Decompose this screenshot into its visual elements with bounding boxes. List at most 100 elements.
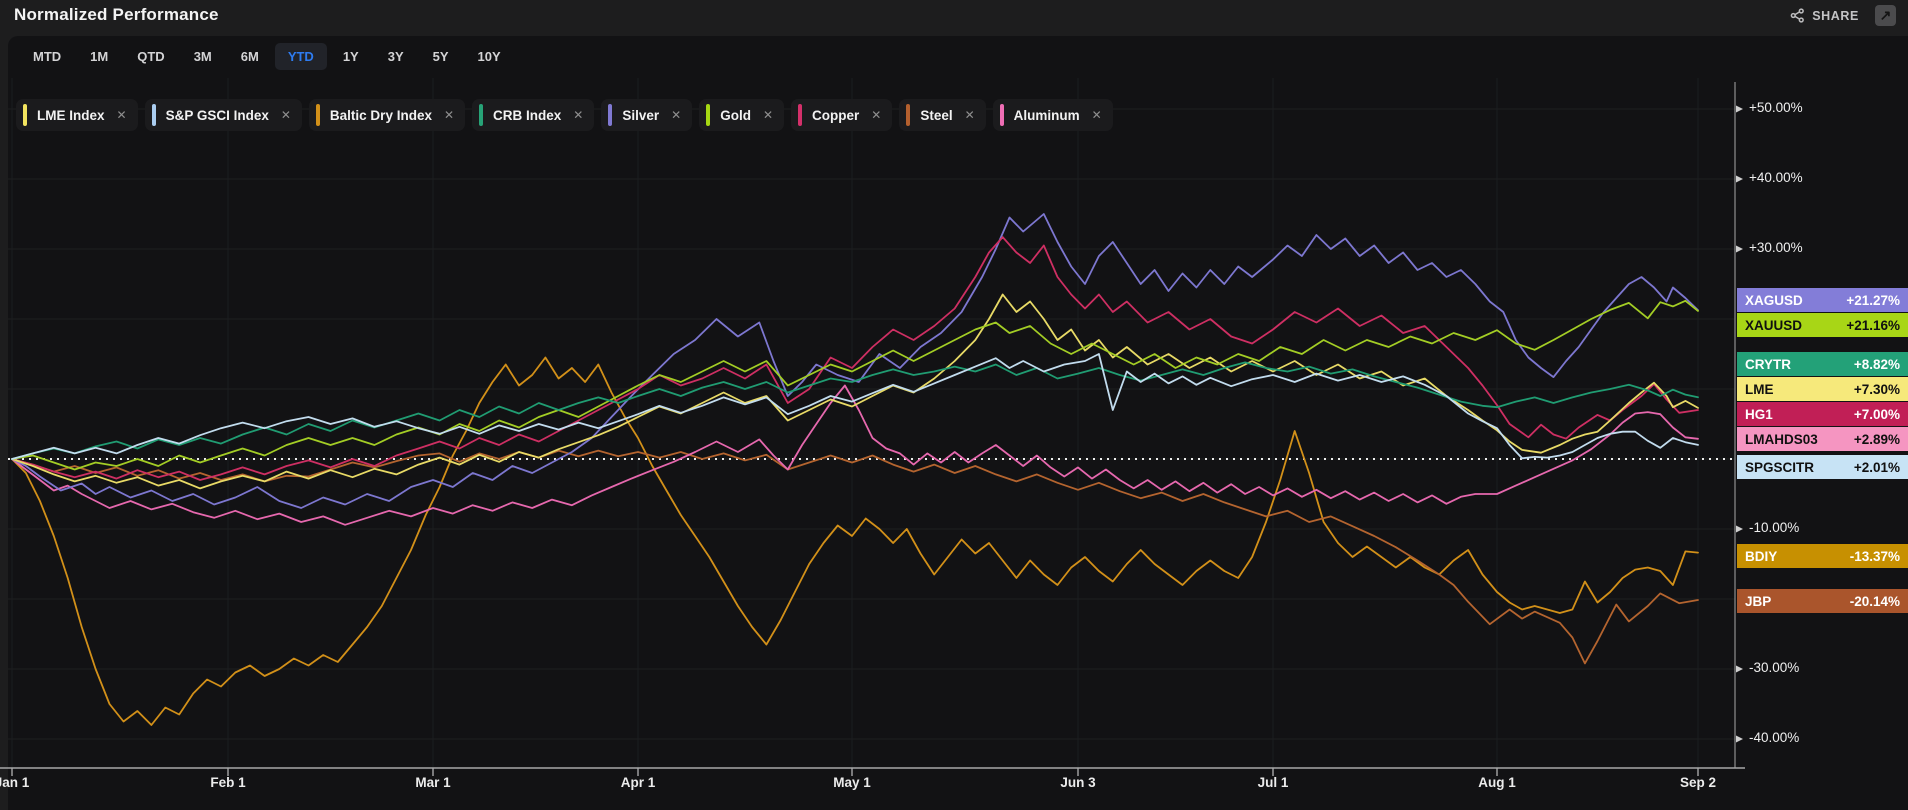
x-axis-label: Aug 1	[1478, 775, 1516, 790]
badge-value: +21.27%	[1846, 292, 1900, 308]
y-tick-arrow	[1736, 525, 1743, 533]
perf-badge-lmahds03: LMAHDS03 +2.89%	[1737, 427, 1908, 451]
y-axis-label: -30.00%	[1749, 660, 1800, 675]
series-color-bar	[315, 104, 320, 126]
series-line-LME	[11, 293, 1699, 490]
x-axis-label: Sep 2	[1679, 775, 1717, 790]
legend-chip-gold[interactable]: Gold ✕	[699, 99, 785, 131]
y-axis-label: -40.00%	[1749, 730, 1800, 745]
badge-ticker: XAGUSD	[1745, 292, 1803, 308]
series-line-XAGUSD	[11, 213, 1699, 509]
x-axis-label: Jun 3	[1060, 775, 1096, 790]
close-icon[interactable]: ✕	[871, 108, 882, 122]
series-line-XAUUSD	[11, 299, 1699, 471]
series-line-BDIY	[11, 356, 1699, 726]
series-color-bar	[608, 104, 613, 126]
tab-ytd[interactable]: YTD	[274, 42, 327, 70]
y-tick-arrow	[1736, 245, 1743, 253]
close-icon[interactable]: ✕	[671, 108, 682, 122]
x-axis-label: Mar 1	[415, 775, 451, 790]
tab-qtd[interactable]: QTD	[137, 48, 165, 64]
tab-1y[interactable]: 1Y	[342, 48, 359, 64]
legend-chip-label: S&P GSCI Index	[165, 107, 269, 123]
close-icon[interactable]: ✕	[964, 108, 975, 122]
tab-3m[interactable]: 3M	[193, 48, 212, 64]
tab-1m[interactable]: 1M	[90, 48, 109, 64]
close-icon[interactable]: ✕	[573, 108, 584, 122]
badge-value: +7.30%	[1853, 381, 1900, 397]
badge-ticker: LMAHDS03	[1745, 431, 1818, 447]
badge-ticker: HG1	[1745, 406, 1773, 422]
legend-chip-copper[interactable]: Copper ✕	[791, 99, 893, 131]
legend-chip-lme-index[interactable]: LME Index ✕	[16, 99, 138, 131]
legend-chip-aluminum[interactable]: Aluminum ✕	[992, 99, 1113, 131]
legend-chip-label: Baltic Dry Index	[329, 107, 432, 123]
badge-value: +21.16%	[1846, 317, 1900, 333]
legend-chip-label: Aluminum	[1013, 107, 1080, 123]
close-icon[interactable]: ✕	[762, 108, 774, 122]
series-line-HG1	[11, 236, 1699, 481]
legend-chip-s-p-gsci-index[interactable]: S&P GSCI Index ✕	[144, 99, 302, 131]
badge-value: +8.82%	[1853, 356, 1900, 372]
series-color-bar	[479, 104, 484, 126]
tab-3y[interactable]: 3Y	[387, 48, 404, 64]
close-icon[interactable]: ✕	[1091, 108, 1102, 122]
y-tick-arrow	[1736, 665, 1743, 673]
tab-10y[interactable]: 10Y	[477, 48, 501, 64]
x-axis-label: May 1	[833, 775, 871, 790]
badge-ticker: CRYTR	[1745, 356, 1791, 372]
share-label: SHARE	[1812, 8, 1859, 23]
series-color-bar	[706, 104, 711, 126]
badge-ticker: BDIY	[1745, 548, 1778, 564]
perf-badge-bdiy: BDIY -13.37%	[1737, 544, 1908, 568]
legend: LME Index ✕ S&P GSCI Index ✕ Baltic Dry Inde…	[16, 99, 1113, 131]
popout-button[interactable]: ↗	[1875, 5, 1896, 26]
series-color-bar	[798, 104, 803, 126]
share-button[interactable]: SHARE	[1790, 8, 1859, 23]
badge-value: -20.14%	[1849, 593, 1900, 609]
close-icon[interactable]: ✕	[443, 108, 455, 122]
y-axis-label: +30.00%	[1749, 240, 1803, 255]
range-tabbar: MTD 1M QTD 3M 6M YTD 1Y 3Y 5Y 10Y	[8, 36, 514, 76]
perf-badge-lme: LME +7.30%	[1737, 377, 1908, 401]
badge-ticker: SPGSCITR	[1745, 459, 1815, 475]
close-icon[interactable]: ✕	[280, 108, 291, 122]
badge-value: +2.89%	[1853, 431, 1900, 447]
badge-ticker: LME	[1745, 381, 1774, 397]
y-tick-arrow	[1736, 105, 1743, 113]
legend-chip-label: Steel	[920, 107, 953, 123]
x-axis-label: Apr 1	[620, 775, 656, 790]
legend-chip-label: LME Index	[37, 107, 105, 123]
x-axis-label: Jan 1	[0, 775, 30, 790]
legend-chip-crb-index[interactable]: CRB Index ✕	[472, 99, 595, 131]
series-color-bar	[151, 104, 156, 126]
perf-badge-jbp: JBP -20.14%	[1737, 589, 1908, 613]
series-line-CRYTR	[11, 361, 1699, 460]
share-nodes-icon	[1790, 8, 1805, 23]
y-axis-label: +50.00%	[1749, 100, 1803, 115]
badge-ticker: JBP	[1745, 593, 1772, 609]
legend-chip-silver[interactable]: Silver ✕	[601, 99, 693, 131]
series-color-bar	[23, 104, 27, 126]
badge-value: +2.01%	[1853, 459, 1900, 475]
badge-ticker: XAUUSD	[1745, 317, 1803, 333]
tab-5y[interactable]: 5Y	[432, 48, 449, 64]
y-axis-label: -10.00%	[1749, 520, 1800, 535]
series-line-SPGSCITR	[11, 353, 1699, 460]
x-axis-label: Jul 1	[1257, 775, 1289, 790]
badge-value: +7.00%	[1853, 406, 1900, 422]
close-icon[interactable]: ✕	[116, 108, 127, 122]
tab-6m[interactable]: 6M	[240, 48, 259, 64]
perf-badge-xagusd: XAGUSD +21.27%	[1737, 288, 1908, 312]
perf-badge-xauusd: XAUUSD +21.16%	[1737, 313, 1908, 337]
perf-badge-hg1: HG1 +7.00%	[1737, 402, 1908, 426]
series-line-JBP	[11, 449, 1699, 665]
tab-mtd[interactable]: MTD	[33, 48, 62, 64]
header-actions: SHARE ↗	[1790, 5, 1896, 26]
legend-chip-steel[interactable]: Steel ✕	[899, 99, 986, 131]
y-tick-arrow	[1736, 735, 1743, 743]
x-axis-label: Feb 1	[210, 775, 246, 790]
legend-chip-baltic-dry-index[interactable]: Baltic Dry Index ✕	[308, 99, 466, 131]
y-axis-label: +40.00%	[1749, 170, 1803, 185]
